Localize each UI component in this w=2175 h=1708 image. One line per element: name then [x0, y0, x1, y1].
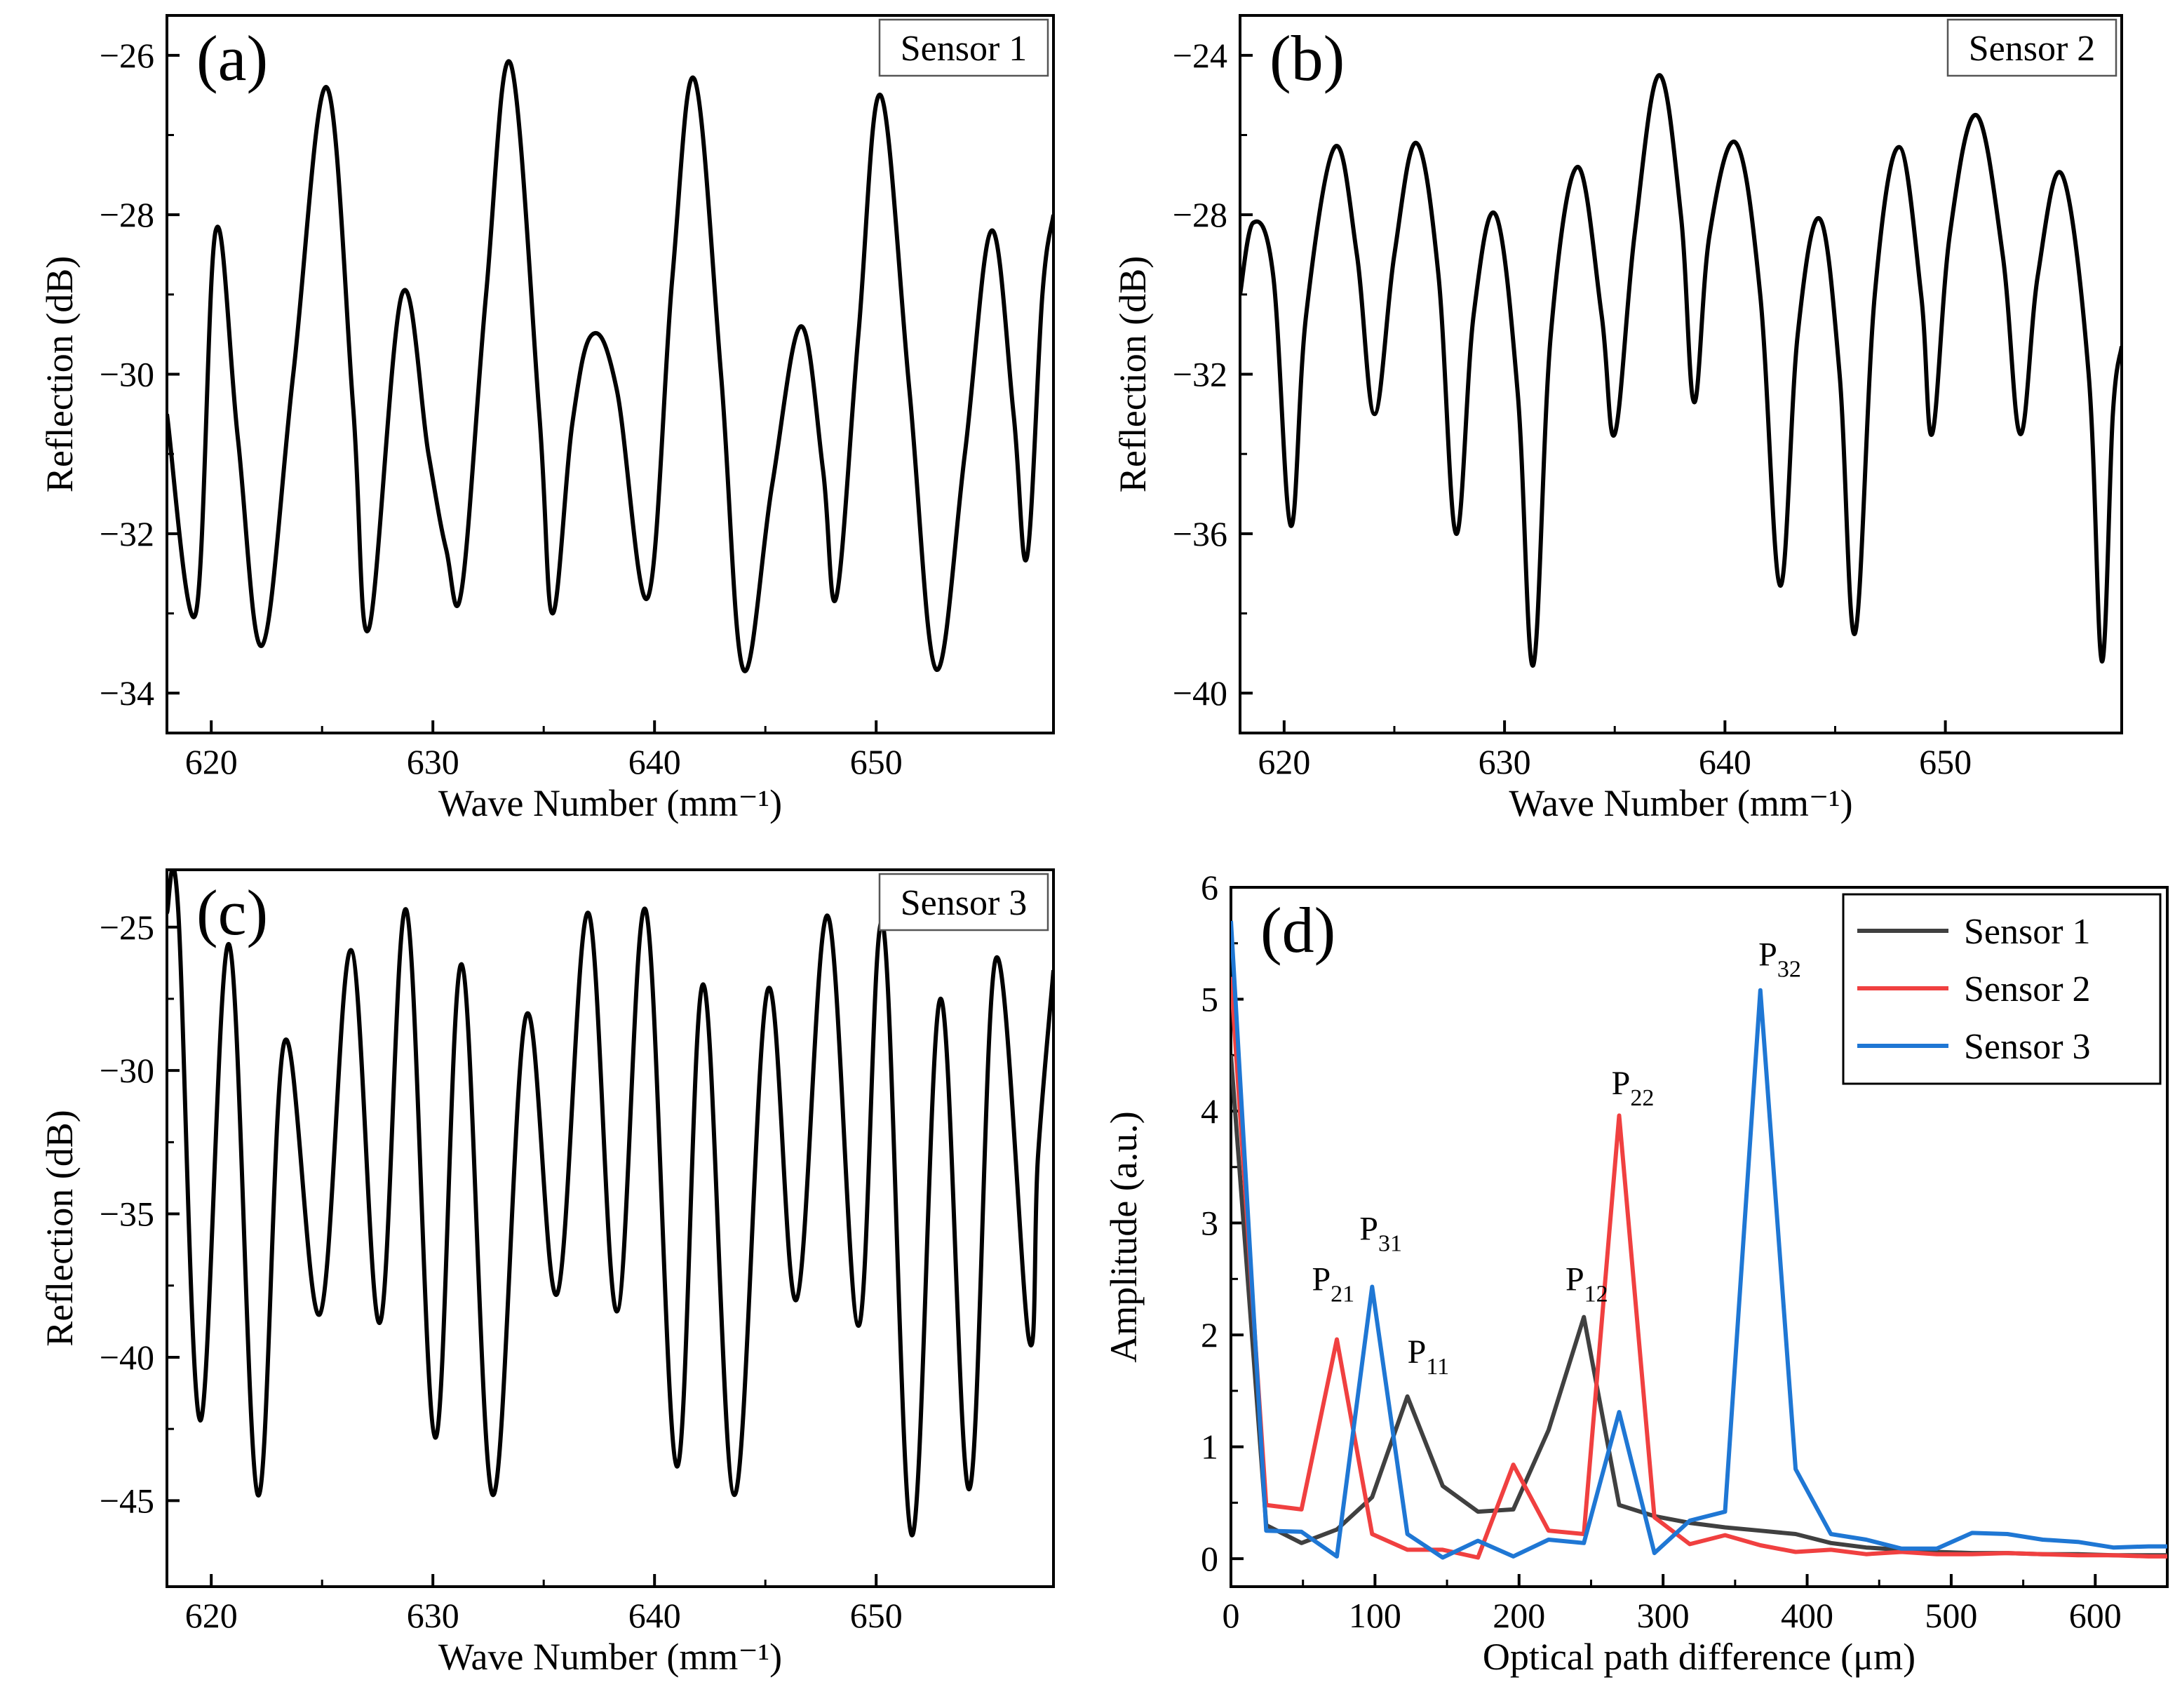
panel-c: 620 630 640 650 −25 −30 −35 −40 −45 Wave Number (… — [39, 868, 1055, 1678]
sensor-label-a: Sensor 1 — [901, 29, 1028, 69]
sensor-label-box-a — [878, 18, 1049, 77]
x-tick-label-c: 650 — [850, 1596, 903, 1635]
x-tick-label-d: 100 — [1349, 1596, 1401, 1635]
legend-label-2: Sensor 2 — [1964, 969, 2091, 1009]
y-tick-label-b: −28 — [1173, 195, 1227, 234]
y-tick-label-c: −45 — [100, 1481, 154, 1520]
x-tick-label-b: 620 — [1258, 742, 1310, 781]
peak-annotation-31: P31 — [1359, 1210, 1402, 1256]
x-tick-label-d: 0 — [1223, 1596, 1240, 1635]
y-tick-label-c: −25 — [100, 908, 154, 947]
y-tick-label-d: 0 — [1201, 1539, 1218, 1578]
plot-frame-c — [166, 868, 1055, 1588]
x-tick-label-b: 640 — [1699, 742, 1751, 781]
legend-label-3: Sensor 3 — [1964, 1027, 2091, 1067]
x-axis-title-a: Wave Number (mm⁻¹) — [438, 782, 782, 824]
y-tick-label-a: −32 — [100, 514, 154, 553]
y-tick-label-c: −40 — [100, 1338, 154, 1377]
panel-label-d: (d) — [1260, 894, 1335, 966]
sensor-label-box-c — [878, 873, 1049, 932]
peak-annotation-subscript: 22 — [1630, 1085, 1654, 1111]
sensor-label-box-b — [1946, 18, 2117, 77]
panel-label-a: (a) — [196, 22, 268, 94]
panel-a: 620 630 640 650 −26 −28 −30 −32 −34 Wave Number (… — [39, 14, 1055, 824]
x-tick-label-a: 650 — [850, 742, 903, 781]
y-tick-label-b: −32 — [1173, 355, 1227, 394]
series-line-c-1 — [167, 870, 1053, 1538]
x-tick-label-d: 600 — [2069, 1596, 2122, 1635]
y-axis-title-b: Reflection (dB) — [1112, 256, 1154, 492]
series-group-c — [167, 870, 1053, 1538]
peak-annotation-subscript: 21 — [1331, 1281, 1354, 1307]
series-group-a — [167, 59, 1053, 673]
peak-annotation-subscript: 11 — [1426, 1354, 1449, 1380]
x-tick-label-b: 650 — [1919, 742, 1972, 781]
y-tick-label-d: 3 — [1201, 1204, 1218, 1243]
x-tick-label-c: 620 — [185, 1596, 238, 1635]
x-axis-title-b: Wave Number (mm⁻¹) — [1509, 782, 1852, 824]
panel-label-b: (b) — [1270, 22, 1345, 94]
x-tick-label-c: 640 — [628, 1596, 681, 1635]
y-tick-label-d: 1 — [1201, 1427, 1218, 1467]
y-tick-label-a: −30 — [100, 355, 154, 394]
sensor-label-b: Sensor 2 — [1969, 29, 2096, 69]
plot-frame-d — [1230, 886, 2169, 1588]
x-tick-label-c: 630 — [407, 1596, 459, 1635]
y-tick-label-a: −26 — [100, 36, 154, 75]
y-tick-label-d: 6 — [1201, 868, 1218, 907]
x-tick-label-b: 630 — [1479, 742, 1531, 781]
series-group-d — [1231, 920, 2167, 1560]
y-axis-title-c: Reflection (dB) — [39, 1110, 81, 1346]
series-line-d-2 — [1231, 976, 2167, 1560]
series-group-b — [1240, 73, 2122, 668]
x-axis-title-d: Optical path difference (μm) — [1483, 1636, 1915, 1678]
x-tick-label-a: 620 — [185, 742, 238, 781]
x-tick-label-d: 300 — [1637, 1596, 1690, 1635]
y-axis-title-d: Amplitude (a.u.) — [1103, 1111, 1145, 1362]
peak-annotation-11: P11 — [1408, 1333, 1449, 1380]
x-tick-label-a: 630 — [407, 742, 459, 781]
x-axis-title-c: Wave Number (mm⁻¹) — [438, 1636, 782, 1678]
y-tick-label-d: 2 — [1201, 1315, 1218, 1354]
y-tick-label-b: −40 — [1173, 673, 1227, 713]
peak-annotation-subscript: 31 — [1378, 1230, 1402, 1256]
x-tick-label-d: 400 — [1781, 1596, 1833, 1635]
peak-annotation-21: P21 — [1312, 1260, 1354, 1307]
x-tick-label-a: 640 — [628, 742, 681, 781]
series-line-b-1 — [1240, 73, 2122, 668]
plot-frame-a — [166, 14, 1055, 734]
peak-annotation-subscript: 32 — [1777, 957, 1801, 983]
x-tick-label-d: 200 — [1493, 1596, 1545, 1635]
y-tick-label-a: −34 — [100, 673, 154, 713]
plot-frame-b — [1239, 14, 2123, 734]
series-line-d-3 — [1231, 920, 2167, 1560]
y-tick-label-a: −28 — [100, 195, 154, 234]
y-tick-label-d: 5 — [1201, 980, 1218, 1019]
y-tick-label-d: 4 — [1201, 1091, 1218, 1131]
y-axis-title-a: Reflection (dB) — [39, 256, 81, 492]
peak-annotation-32: P32 — [1758, 936, 1801, 983]
peak-annotation-22: P22 — [1612, 1065, 1655, 1111]
y-tick-label-b: −36 — [1173, 514, 1227, 553]
series-line-a-1 — [167, 59, 1053, 673]
legend-label-1: Sensor 1 — [1964, 912, 2091, 952]
panel-label-c: (c) — [196, 877, 268, 948]
x-tick-label-d: 500 — [1925, 1596, 1977, 1635]
peak-annotation-subscript: 12 — [1584, 1281, 1608, 1307]
y-tick-label-c: −35 — [100, 1195, 154, 1234]
y-tick-label-c: −30 — [100, 1051, 154, 1090]
sensor-label-c: Sensor 3 — [901, 883, 1028, 923]
panel-b: 620 630 640 650 −24 −28 −32 −36 −40 Wave Number (… — [1112, 14, 2123, 824]
peak-annotation-12: P12 — [1565, 1260, 1608, 1307]
y-tick-label-b: −24 — [1173, 36, 1227, 75]
